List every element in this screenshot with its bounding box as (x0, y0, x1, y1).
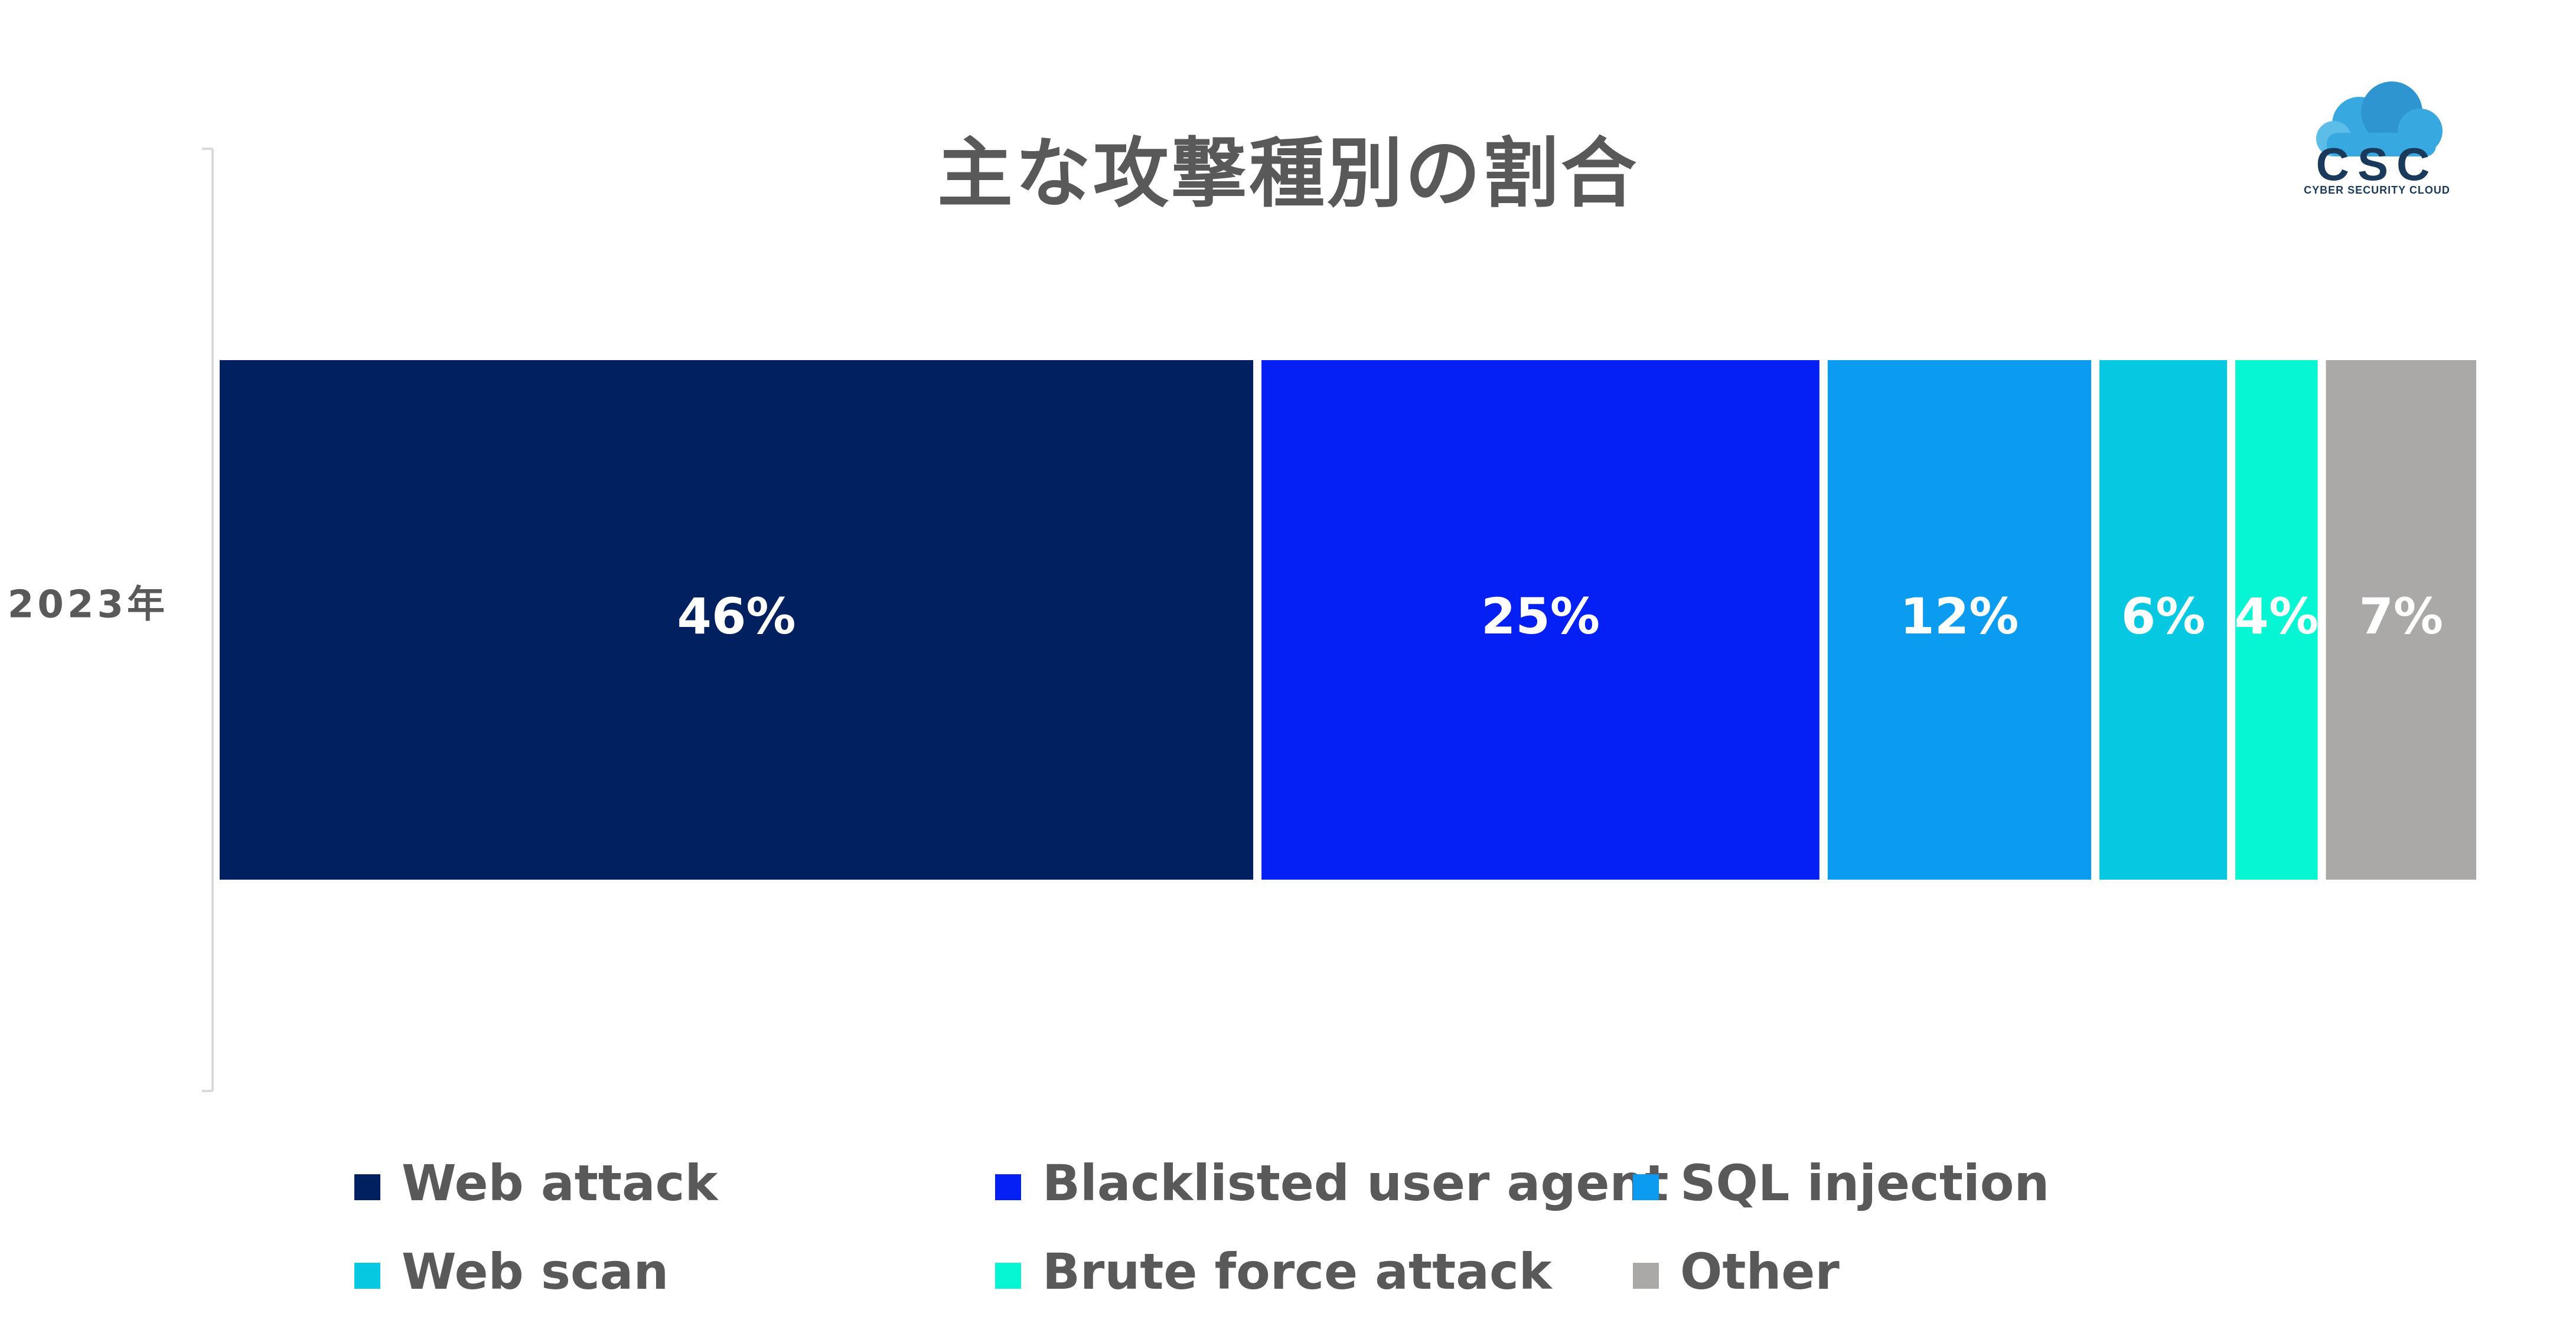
data-label: 46% (677, 587, 796, 645)
legend-item: Other (1633, 1243, 1840, 1301)
legend-swatch (354, 1174, 380, 1200)
category-label: 2023年 (8, 583, 168, 627)
legend-label: Web attack (402, 1154, 718, 1212)
bar-segment (1827, 360, 2092, 880)
data-label: 4% (2235, 587, 2319, 645)
chart-title: 主な攻撃種別の割合 (937, 130, 1639, 218)
legend-label: Blacklisted user agent (1042, 1154, 1669, 1212)
legend-swatch (354, 1263, 380, 1289)
legend-label: Web scan (402, 1243, 669, 1301)
legend-item: Blacklisted user agent (995, 1154, 1668, 1212)
legend-item: Brute force attack (995, 1243, 1552, 1301)
cloud-icon (2316, 81, 2443, 156)
legend-label: SQL injection (1680, 1154, 2050, 1212)
data-label: 6% (2121, 587, 2206, 645)
bar-segment (2099, 360, 2228, 880)
logo: CSC (2316, 81, 2443, 190)
data-label: 7% (2359, 587, 2443, 645)
legend-item: Web scan (354, 1243, 669, 1301)
legend-swatch (1633, 1263, 1659, 1289)
legend-swatch (995, 1263, 1021, 1289)
legend-item: SQL injection (1633, 1154, 2049, 1212)
legend: Web attack Blacklisted user agent SQL inje… (354, 1154, 2362, 1331)
bar-segment (2326, 360, 2476, 880)
data-label: 25% (1481, 587, 1600, 645)
legend-label: Brute force attack (1042, 1243, 1552, 1301)
legend-swatch (1633, 1174, 1659, 1200)
bar-segment (2235, 360, 2318, 880)
legend-item: Web attack (354, 1154, 718, 1212)
logo-subtitle: CYBER SECURITY CLOUD (2304, 184, 2450, 196)
legend-label: Other (1680, 1243, 1840, 1301)
bar-segment (1261, 360, 1819, 880)
legend-swatch (995, 1174, 1021, 1200)
bar-segment (220, 360, 1254, 880)
data-label: 12% (1900, 587, 2019, 645)
logo-mark: CSC (2316, 138, 2438, 190)
